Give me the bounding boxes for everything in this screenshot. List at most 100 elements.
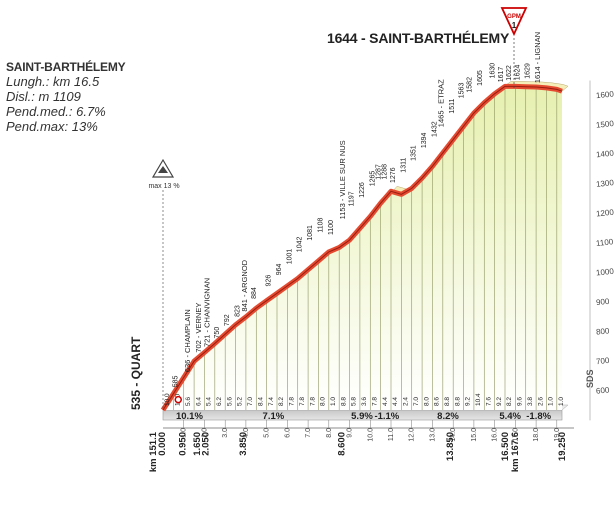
climb-length: Lungh.: km 16.5 bbox=[6, 74, 100, 89]
gradient-label: 8.6 bbox=[434, 397, 441, 406]
km-tick-label: 15.0 bbox=[471, 428, 478, 442]
climb-elevation-gain: Disl.: m 1109 bbox=[6, 89, 81, 104]
profile-area bbox=[163, 86, 562, 411]
gradient-label: 8.8 bbox=[454, 397, 461, 406]
gradient-label: 7.8 bbox=[309, 397, 316, 406]
point-label: 1465 - ETRAZ bbox=[437, 79, 446, 127]
altitude-tick-label: 1100 bbox=[596, 237, 615, 248]
point-label: 823 bbox=[235, 305, 242, 317]
altitude-tick-label: 1000 bbox=[596, 267, 615, 278]
point-label: 1081 bbox=[307, 225, 314, 241]
warning-triangle-icon bbox=[151, 158, 175, 178]
km-distance-label: km 151.1 bbox=[148, 431, 159, 472]
climb-title: SAINT-BARTHÉLEMY bbox=[6, 60, 126, 74]
point-label: 1563 bbox=[458, 83, 465, 99]
segment-gradient-label: 5.9% bbox=[351, 411, 373, 422]
gradient-label: 3.6 bbox=[361, 397, 368, 406]
point-label: 585 bbox=[172, 375, 179, 387]
gradient-label: 9.6 bbox=[517, 397, 524, 406]
segment-gradient-label: -1.1% bbox=[374, 411, 399, 422]
gradient-label: 8.8 bbox=[340, 397, 347, 406]
gradient-label: 10.0 bbox=[164, 393, 171, 406]
gradient-label: 2.6 bbox=[537, 397, 544, 406]
km-distance-label: 19.250 bbox=[557, 432, 568, 461]
gradient-label: 5.6 bbox=[185, 397, 192, 406]
altitude-tick-label: 700 bbox=[596, 356, 611, 366]
point-label: 1394 bbox=[421, 132, 428, 148]
point-label: 702 - VERNEY bbox=[194, 303, 203, 353]
point-label: 1629 bbox=[525, 63, 532, 79]
gradient-label: 5.2 bbox=[237, 397, 244, 406]
point-label: 964 bbox=[276, 263, 283, 275]
point-label: 1265 bbox=[369, 171, 376, 187]
point-label-start: 535 - QUART bbox=[129, 336, 143, 410]
gradient-label: 7.8 bbox=[289, 397, 296, 406]
point-label: 1617 bbox=[498, 67, 505, 83]
km-tick-label: 5.0 bbox=[264, 428, 271, 438]
point-label: 1605 bbox=[477, 70, 484, 86]
km-tick-label: 14.0 bbox=[450, 428, 457, 442]
gradient-label: 7.8 bbox=[299, 397, 306, 406]
km-tick-label: 11.0 bbox=[388, 428, 395, 441]
km-distance-label: 2.050 bbox=[200, 432, 211, 456]
gradient-label: 5.6 bbox=[226, 397, 233, 406]
gradient-label: 6.4 bbox=[195, 397, 202, 406]
altitude-tick-label: 900 bbox=[596, 297, 611, 307]
km-tick-label: 7.0 bbox=[305, 428, 312, 438]
point-label: 1287 bbox=[375, 164, 382, 180]
point-label: 1153 - VILLE SUR NUS bbox=[338, 140, 347, 219]
km-distance-label: km 167.6 bbox=[510, 432, 521, 472]
climb-max-gradient: Pend.max: 13% bbox=[6, 119, 98, 134]
point-label: 1432 bbox=[431, 121, 438, 137]
point-label: 1001 bbox=[286, 249, 293, 265]
gpm-category: 1 bbox=[512, 21, 517, 30]
point-label: 1197 bbox=[349, 191, 356, 206]
gradient-label: 8.0 bbox=[320, 397, 327, 406]
altitude-tick-label: 1400 bbox=[596, 148, 615, 159]
gradient-label: 8.0 bbox=[423, 397, 430, 406]
altitude-tick-label: 1600 bbox=[596, 89, 615, 100]
sds-logo: SDS bbox=[585, 369, 595, 388]
km-tick-label: 2.0 bbox=[201, 428, 208, 438]
km-distance-label: 3.850 bbox=[238, 432, 249, 456]
point-label: 1276 bbox=[390, 167, 397, 183]
point-label: 1622 bbox=[506, 65, 513, 81]
km-tick-label: 8.0 bbox=[326, 428, 333, 438]
gradient-label: 8.2 bbox=[278, 397, 285, 406]
point-label: 750 bbox=[214, 327, 221, 339]
gradient-label: 7.0 bbox=[247, 397, 254, 406]
km-distance-label: 1.650 bbox=[192, 432, 203, 456]
gradient-label: 5.4 bbox=[206, 397, 213, 406]
gradient-label: 6.2 bbox=[216, 397, 223, 406]
segment-gradient-label: 10.1% bbox=[176, 411, 203, 422]
km-distance-label: 16.500 bbox=[500, 432, 511, 461]
altitude-tick-label: 600 bbox=[596, 385, 611, 395]
km-tick-label: 9.0 bbox=[347, 428, 354, 438]
point-label: 1288 bbox=[382, 164, 389, 180]
km-distance-label: 0.000 bbox=[157, 432, 168, 456]
gradient-label: 4.4 bbox=[382, 397, 389, 406]
point-label: 926 bbox=[266, 275, 273, 287]
point-label: 792 bbox=[224, 314, 231, 326]
km-tick-label: 1.0 bbox=[181, 428, 188, 438]
km-tick-label: 18.0 bbox=[533, 428, 540, 442]
point-label: 636 - CHAMPLAIN bbox=[183, 309, 192, 372]
gradient-label: 8.4 bbox=[257, 397, 264, 406]
point-label: 1100 bbox=[328, 220, 335, 235]
point-label: 841 - ARGNOD bbox=[240, 259, 249, 311]
point-label: 1582 bbox=[467, 77, 474, 93]
km-tick-label: 12.0 bbox=[409, 428, 416, 442]
segment-gradient-label: 8.2% bbox=[437, 411, 459, 422]
km-tick-label: 3.0 bbox=[222, 428, 229, 438]
altitude-tick-label: 800 bbox=[596, 326, 611, 336]
altitude-tick-label: 1500 bbox=[596, 119, 615, 130]
point-label: 1630 bbox=[489, 63, 496, 79]
gradient-label: 8.2 bbox=[506, 397, 513, 406]
start-marker bbox=[174, 395, 183, 404]
point-label: 721 - CHANVIGNAN bbox=[202, 278, 211, 347]
gradient-label: 3.8 bbox=[527, 397, 534, 406]
gradient-label: 4.4 bbox=[392, 397, 399, 406]
km-tick-label: 19.0 bbox=[554, 428, 561, 442]
